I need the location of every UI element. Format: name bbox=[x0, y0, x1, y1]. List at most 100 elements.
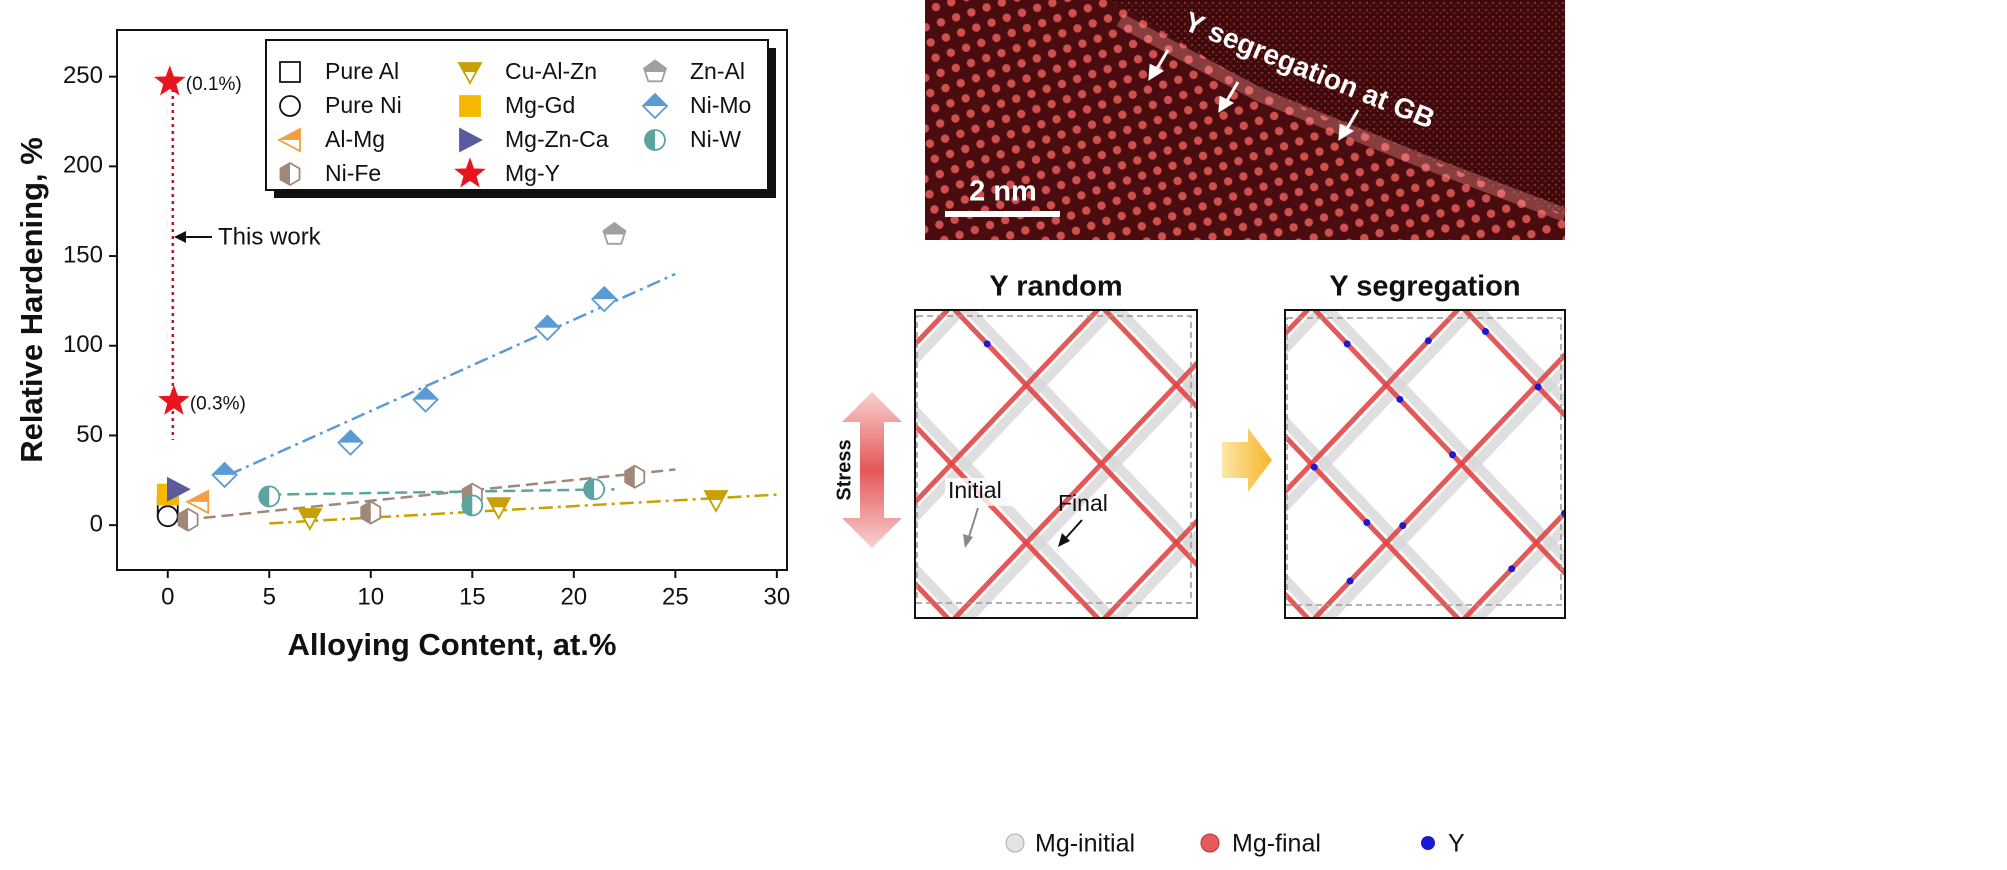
annotation-arrowhead bbox=[174, 231, 186, 243]
y-atom bbox=[1481, 328, 1489, 336]
label-bg bbox=[945, 478, 1019, 506]
legend-label: Ni-Mo bbox=[690, 92, 751, 118]
grain-boundary bbox=[964, 370, 1197, 618]
y-tick-label: 100 bbox=[63, 331, 103, 358]
y-atom bbox=[1363, 519, 1371, 527]
marker-group bbox=[602, 221, 627, 245]
marker-group bbox=[486, 497, 512, 521]
marker-half-fill bbox=[584, 479, 595, 500]
marker-group bbox=[279, 161, 301, 187]
data-point bbox=[156, 505, 179, 528]
marker-group bbox=[153, 65, 186, 96]
marker-half-fill bbox=[212, 462, 237, 475]
marker-group bbox=[277, 127, 301, 153]
stem-image bbox=[925, 0, 1568, 240]
fit-line bbox=[269, 488, 615, 496]
legend-box bbox=[265, 39, 769, 191]
fit-line bbox=[167, 468, 676, 523]
stress-arrow bbox=[842, 392, 902, 548]
y-atom bbox=[1508, 565, 1516, 573]
x-tick-label: 0 bbox=[161, 583, 174, 610]
legend-label: Al-Mg bbox=[325, 126, 385, 152]
x-tick-label: 25 bbox=[662, 583, 689, 610]
legend-marker bbox=[459, 127, 483, 153]
x-tick-label: 30 bbox=[763, 583, 790, 610]
y-tick-label: 150 bbox=[63, 241, 103, 268]
legend-label: Cu-Al-Zn bbox=[505, 58, 597, 84]
x-axis-label: Alloying Content, at.% bbox=[288, 627, 617, 662]
marker-group bbox=[459, 95, 481, 117]
x-tick-label: 20 bbox=[560, 583, 587, 610]
marker-group bbox=[644, 129, 666, 151]
marker-group bbox=[167, 476, 191, 502]
pointer-head bbox=[1058, 533, 1070, 547]
marker-half-fill bbox=[279, 129, 300, 140]
stress-label: Stress bbox=[833, 439, 855, 500]
marker-group bbox=[457, 62, 483, 85]
grain-boundary bbox=[505, 310, 798, 618]
legend-marker bbox=[279, 95, 301, 117]
marker-half-fill bbox=[459, 63, 481, 72]
grain-boundary bbox=[1255, 310, 1548, 618]
grain-boundary bbox=[1555, 310, 1848, 618]
marker-half-fill bbox=[644, 60, 666, 72]
pointer-head bbox=[963, 534, 973, 548]
y-atom bbox=[1399, 522, 1407, 530]
grain-boundary bbox=[1629, 310, 1922, 618]
legend-label: Ni-W bbox=[690, 126, 741, 152]
data-point bbox=[167, 476, 191, 502]
grain-boundary bbox=[1474, 520, 1565, 618]
marker-half-fill bbox=[280, 163, 290, 185]
panel-frame bbox=[914, 309, 1198, 619]
fit-line bbox=[269, 493, 777, 525]
marker-half-fill bbox=[487, 498, 510, 508]
grain-boundary bbox=[915, 310, 1101, 506]
final-label: Final bbox=[1058, 490, 1108, 516]
grain-boundary bbox=[952, 359, 1197, 618]
legend-label: Ni-Fe bbox=[325, 160, 381, 186]
grain-boundary bbox=[1324, 362, 1565, 618]
legend-dot bbox=[1005, 833, 1025, 853]
marker-half-fill bbox=[592, 287, 617, 300]
scale-bar-label: 2 nm bbox=[969, 176, 1037, 208]
grain-boundary bbox=[1929, 310, 2007, 618]
grain-boundary bbox=[1569, 310, 1862, 618]
marker-group bbox=[534, 314, 561, 342]
marker-half-fill bbox=[178, 508, 189, 531]
grain-boundary bbox=[915, 580, 951, 618]
grain-network bbox=[505, 310, 1862, 618]
y-atom bbox=[983, 340, 991, 348]
marker-group bbox=[177, 507, 199, 532]
marker-group bbox=[158, 384, 190, 415]
panel-title: Y segregation bbox=[1329, 271, 1520, 303]
grain-boundary bbox=[1915, 310, 2007, 618]
legend-label: Pure Al bbox=[325, 58, 399, 84]
marker-group bbox=[641, 92, 669, 120]
marker-group bbox=[454, 157, 486, 188]
grain-boundary bbox=[1779, 310, 2007, 618]
legend-label: Zn-Al bbox=[690, 58, 745, 84]
marker-half-fill bbox=[413, 387, 438, 400]
grain-boundary bbox=[1102, 517, 1197, 618]
grain-boundary bbox=[915, 310, 951, 348]
marker-group bbox=[279, 95, 301, 117]
marker-half-fill bbox=[603, 223, 626, 235]
y-atom bbox=[1449, 451, 1457, 459]
grain-boundary bbox=[915, 310, 1117, 525]
y-atom bbox=[1343, 340, 1351, 348]
marker-group bbox=[297, 508, 323, 531]
chart-layer: 0 5 10 15 20 25 30 0 50 100 150 200 250 (0.1%) (0.3%) T… bbox=[63, 62, 790, 610]
y-atom bbox=[1346, 577, 1354, 585]
grain-boundary bbox=[1765, 310, 2007, 618]
marker-group bbox=[461, 494, 484, 517]
grain-boundary bbox=[1779, 310, 2007, 618]
y-atom bbox=[1396, 395, 1404, 403]
grain-boundary bbox=[1285, 310, 1477, 514]
x-tick-label: 15 bbox=[459, 583, 486, 610]
marker-half-fill bbox=[361, 501, 371, 524]
marker-half-fill bbox=[298, 508, 321, 518]
grain-boundary bbox=[1915, 310, 2007, 618]
marker-group bbox=[459, 127, 483, 153]
grain-boundary bbox=[1569, 310, 1862, 618]
